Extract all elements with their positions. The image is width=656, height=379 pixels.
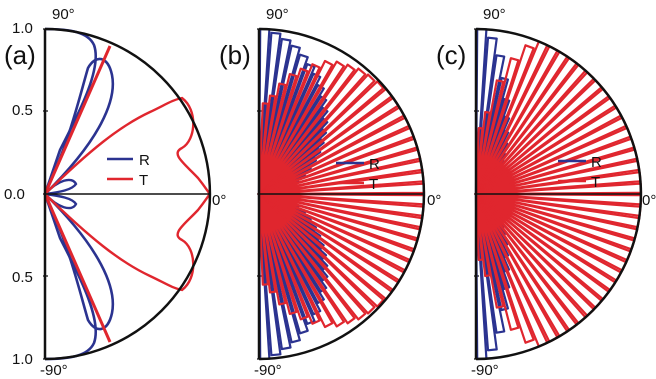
panel-c-legend-t-label: T: [591, 174, 600, 191]
panel-a-tick-bottom: 1.0: [12, 351, 33, 368]
panel-b-t-lobe: [257, 192, 385, 308]
panel-c-r-lobe: [474, 36, 498, 196]
panel-a-tick-top: 1.0: [12, 20, 33, 37]
panel-b-angle-zero: 0°: [427, 192, 441, 209]
panel-c-legend-r-label: R: [591, 154, 602, 171]
panel-c-petals: [474, 27, 643, 361]
panel-a-tick-upper: 0.5: [12, 102, 33, 119]
panel-c-angle-top: 90°: [483, 6, 506, 23]
panel-b-label: (b): [219, 40, 251, 70]
panel-b-r-lobe: [257, 31, 282, 196]
panel-a-angle-zero: 0°: [212, 192, 226, 209]
panel-b: (b) 90° 0° -90° R T: [219, 6, 441, 379]
panel-a-label: (a): [4, 40, 36, 70]
panel-b-t-lobe: [257, 80, 385, 196]
panel-b-t-lobe: [257, 192, 345, 328]
panel-c-legend: R T: [558, 154, 602, 191]
panel-a-t-curve-lower: [44, 193, 211, 292]
panel-a-legend-r-label: R: [139, 152, 150, 169]
panel-a-tick-center: 0.0: [4, 186, 25, 203]
panel-c-label: (c): [436, 40, 466, 70]
panel-a-angle-bottom: -90°: [40, 362, 68, 379]
panel-b-angle-top: 90°: [266, 6, 289, 23]
panel-a-legend-t-label: T: [139, 172, 148, 189]
panel-c-angle-zero: 0°: [642, 192, 656, 209]
panel-b-r-lobe: [257, 192, 282, 357]
panel-b-t-lobe: [257, 192, 376, 315]
panel-a-tick-lower: 0.5: [12, 269, 33, 286]
panel-b-t-lobe: [257, 73, 376, 196]
panel-a: (a) 1.0 0.5 0.0 0.5 1.0 90° 0° -90° R T: [4, 6, 226, 379]
panel-c-r-lobe: [474, 192, 498, 352]
panel-b-t-lobe: [257, 60, 345, 196]
panel-b-legend: R T: [336, 156, 380, 193]
panel-c: (c) 90° 0° -90° R T: [436, 6, 656, 379]
panel-c-angle-bottom: -90°: [471, 362, 499, 379]
panel-a-t-rays: [43, 45, 112, 343]
panel-a-t-curve-upper: [44, 96, 211, 195]
panel-b-legend-r-label: R: [369, 156, 380, 173]
panel-a-angle-top: 90°: [52, 6, 75, 23]
panel-b-t-lobe: [257, 192, 356, 325]
panel-a-legend: R T: [107, 152, 150, 189]
panel-b-legend-t-label: T: [369, 176, 378, 193]
panel-b-angle-bottom: -90°: [254, 362, 282, 379]
panel-b-t-lobe: [257, 63, 356, 196]
